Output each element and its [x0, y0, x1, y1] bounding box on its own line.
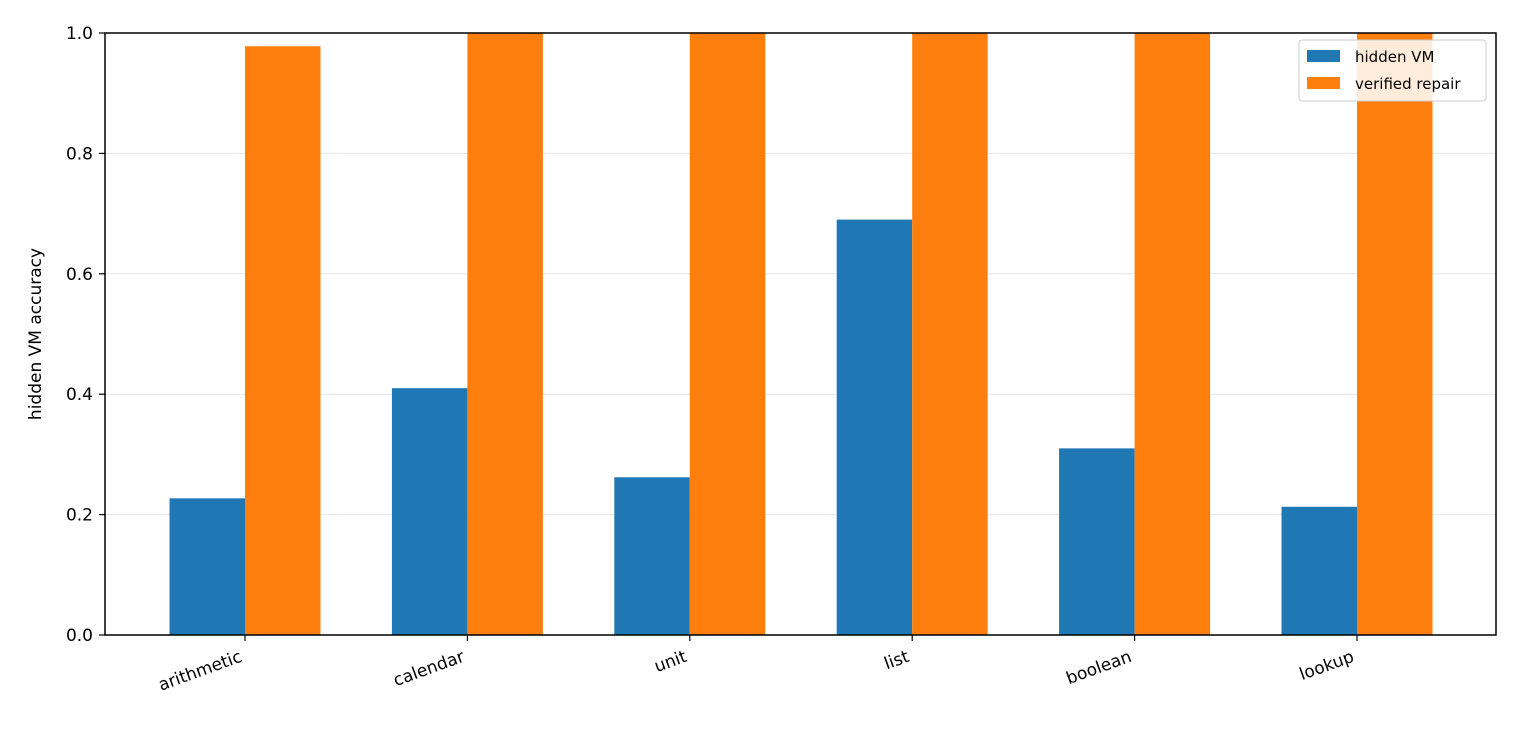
bar-hidden-vm-arithmetic [169, 498, 245, 635]
x-tick-label: lookup [1297, 647, 1357, 685]
grid-lines [105, 152, 1496, 516]
legend-box [1298, 39, 1487, 102]
bar-verified-repair-arithmetic [245, 46, 321, 635]
x-tick-label: unit [652, 647, 690, 677]
legend-label: verified repair [1355, 75, 1461, 93]
bars [169, 33, 1433, 635]
legend-swatch [1307, 50, 1340, 62]
y-axis-label: hidden VM accuracy [26, 248, 46, 420]
bar-hidden-vm-unit [614, 477, 690, 635]
x-tick-label: list [882, 647, 913, 674]
x-axis: arithmetic calendar unit list boolean lookup [156, 635, 1358, 696]
bar-verified-repair-unit [689, 33, 766, 635]
bar-verified-repair-calendar [467, 33, 543, 635]
bar-verified-repair-lookup [1357, 33, 1433, 635]
x-tick-label: boolean [1064, 647, 1135, 689]
y-tick-label: 0.4 [66, 385, 93, 405]
x-tick-label: arithmetic [156, 647, 245, 696]
y-axis: 0.0 0.2 0.4 0.6 0.8 1.0 [66, 24, 105, 646]
legend-label: hidden VM [1355, 48, 1434, 66]
legend-swatch [1307, 77, 1340, 89]
x-tick-label: calendar [391, 647, 467, 691]
y-tick-label: 0.6 [66, 265, 93, 285]
plot-frame [104, 32, 1497, 636]
bar-verified-repair-boolean [1134, 33, 1211, 635]
bar-hidden-vm-lookup [1281, 506, 1357, 635]
legend: hidden VM verified repair [1298, 39, 1487, 102]
y-tick-label: 0.2 [66, 506, 93, 526]
bar-hidden-vm-list [836, 219, 913, 635]
bar-hidden-vm-calendar [391, 388, 468, 635]
bar-hidden-vm-boolean [1059, 448, 1135, 635]
y-tick-label: 0.8 [66, 144, 93, 164]
bar-verified-repair-list [912, 33, 988, 635]
y-tick-label: 1.0 [66, 24, 93, 44]
y-tick-label: 0.0 [66, 626, 93, 646]
